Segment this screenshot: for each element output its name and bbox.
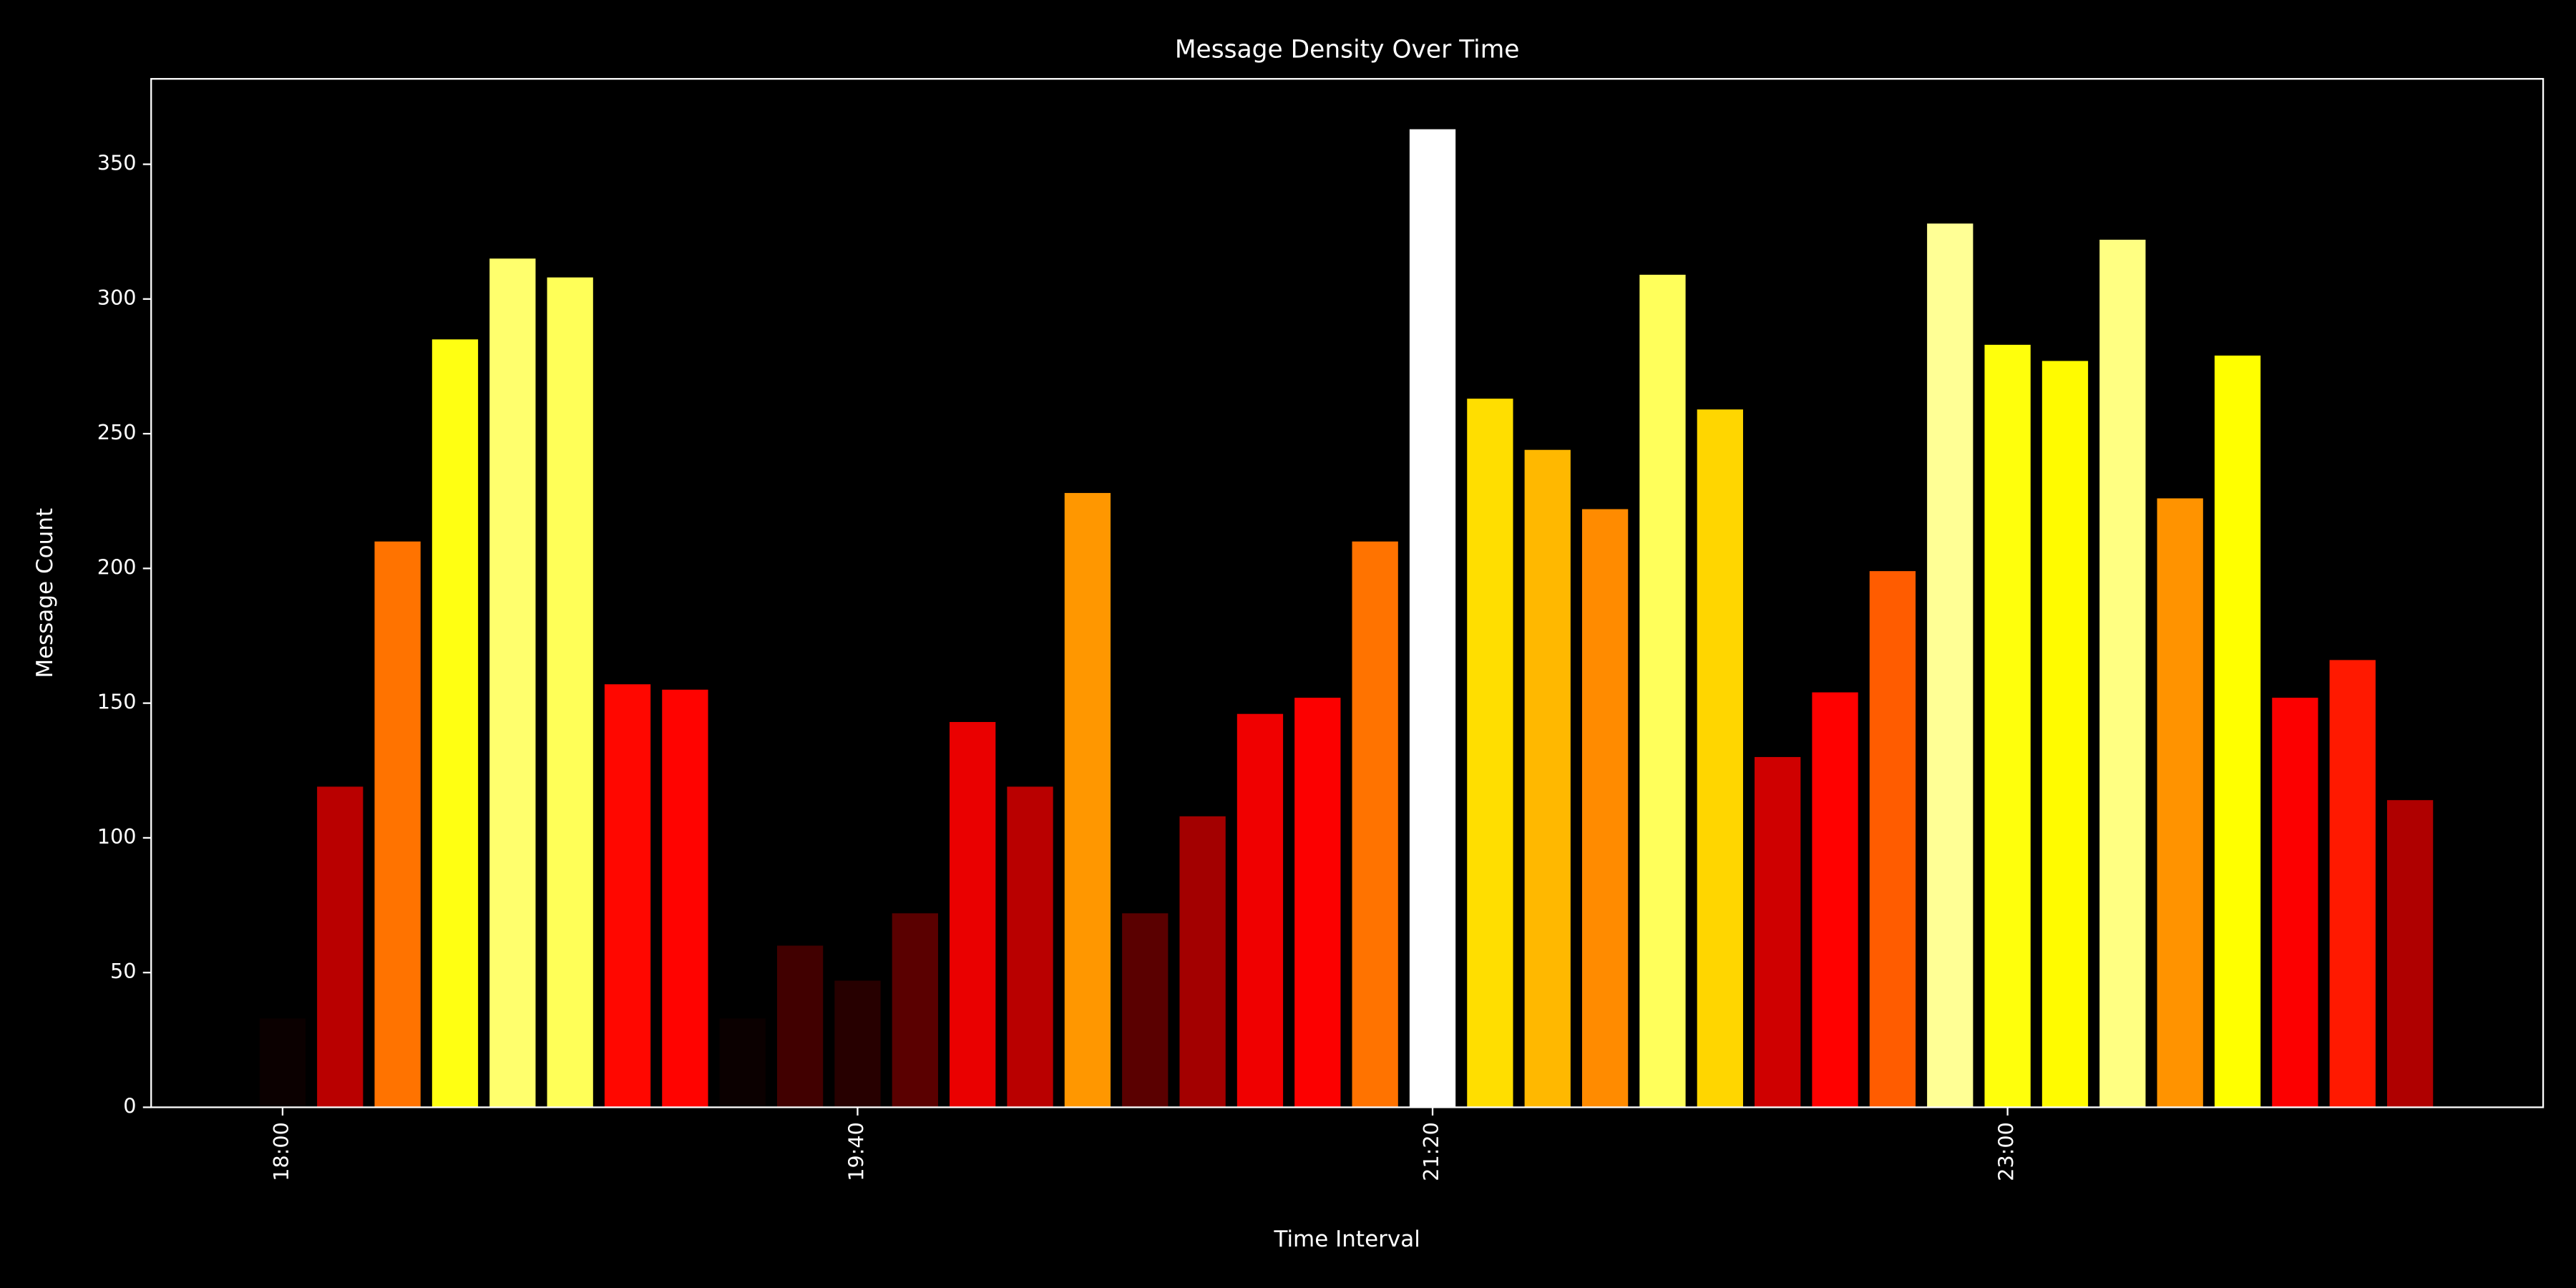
- bar: [1007, 786, 1053, 1108]
- bar: [1352, 541, 1398, 1108]
- bar: [1236, 713, 1284, 1108]
- bar: [950, 721, 996, 1108]
- chart-title: Message Density Over Time: [1175, 36, 1520, 64]
- bar: [2157, 498, 2203, 1108]
- y-tick-label: 350: [97, 151, 137, 175]
- bar: [2099, 239, 2146, 1108]
- bar: [259, 1018, 306, 1108]
- bar: [604, 684, 651, 1108]
- bar: [1179, 816, 1226, 1108]
- bar: [776, 945, 824, 1108]
- bar: [1869, 571, 1916, 1108]
- bar: [1984, 344, 2031, 1108]
- bar: [2041, 361, 2089, 1108]
- x-tick-label: 19:40: [844, 1122, 868, 1181]
- bar: [2272, 698, 2318, 1108]
- bar: [1524, 449, 1571, 1108]
- y-tick-label: 100: [97, 824, 137, 849]
- y-tick-label: 250: [97, 420, 137, 444]
- bar: [892, 913, 938, 1108]
- bar: [1697, 409, 1743, 1108]
- x-tick-label: 23:00: [1994, 1122, 2019, 1181]
- bar: [1294, 698, 1341, 1108]
- bar: [1927, 223, 1974, 1108]
- bar: [317, 786, 364, 1108]
- y-tick-label: 300: [97, 286, 137, 310]
- bar: [489, 258, 536, 1108]
- bar: [1639, 274, 1686, 1108]
- bar: [1467, 399, 1513, 1108]
- bar: [547, 277, 593, 1108]
- bar: [834, 980, 881, 1108]
- x-tick-label: 21:20: [1419, 1122, 1443, 1181]
- y-tick-label: 150: [97, 690, 137, 714]
- bar: [1755, 756, 1801, 1108]
- bar: [719, 1018, 766, 1108]
- plot-frame: [150, 78, 2545, 1108]
- bar: [1581, 509, 1629, 1108]
- y-tick-label: 50: [110, 959, 137, 983]
- x-tick-label: 18:00: [269, 1122, 293, 1181]
- bar: [374, 541, 421, 1108]
- bar: [662, 689, 708, 1108]
- y-tick-label: 0: [123, 1093, 136, 1118]
- y-tick-label: 200: [97, 555, 137, 579]
- y-axis-label: Message Count: [32, 508, 58, 678]
- bar: [2386, 800, 2434, 1108]
- bar: [2214, 355, 2261, 1108]
- bar: [2329, 660, 2376, 1108]
- bar: [431, 339, 479, 1108]
- bar: [1812, 692, 1858, 1108]
- bar: [1122, 913, 1169, 1108]
- x-axis-label: Time Interval: [1273, 1226, 1420, 1252]
- bar: [1409, 129, 1456, 1108]
- bar: [1064, 492, 1111, 1108]
